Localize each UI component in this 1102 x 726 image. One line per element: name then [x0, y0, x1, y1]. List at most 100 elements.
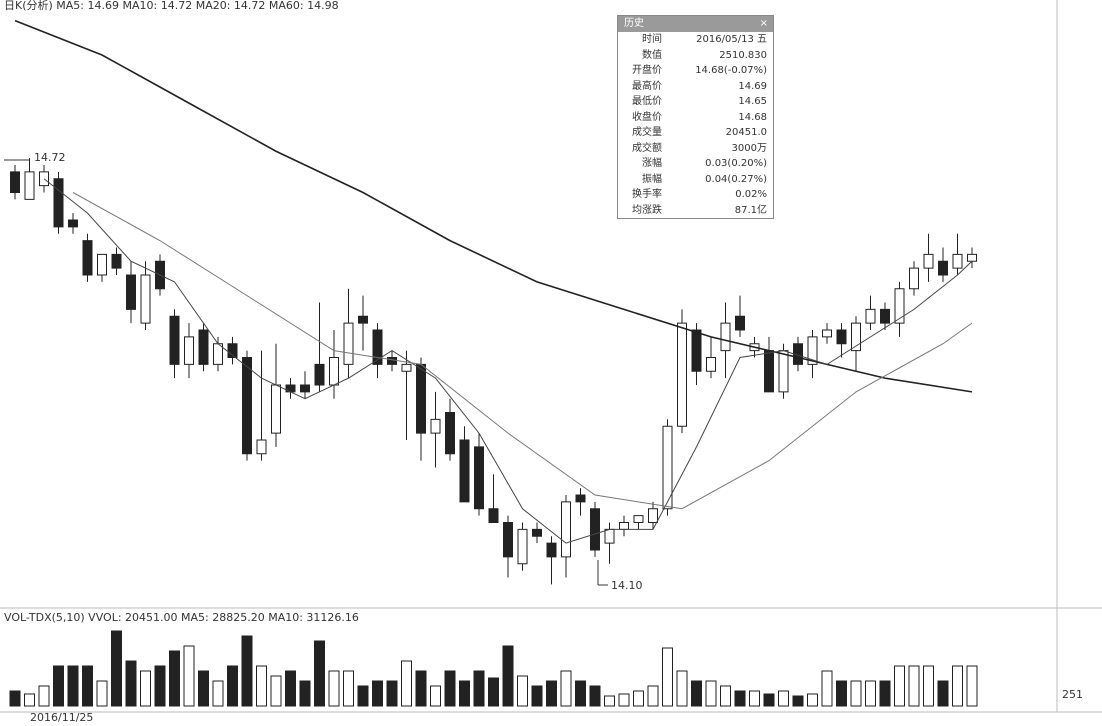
candle-body	[532, 528, 542, 537]
volume-bar	[270, 675, 282, 707]
volume-bar	[517, 675, 528, 707]
volume-bar	[154, 665, 166, 707]
volume-axis-label: 251	[1062, 688, 1083, 701]
candle-body	[474, 446, 484, 510]
candle-body	[459, 439, 470, 503]
volume-bar	[531, 685, 543, 707]
info-row: 涨幅 0.03(0.20%)	[618, 156, 773, 172]
moving-average-line	[43, 178, 973, 544]
volume-bar	[212, 680, 224, 707]
volume-bar	[415, 670, 427, 707]
info-key: 涨幅	[642, 158, 662, 169]
info-value: 2510.830	[719, 49, 767, 61]
candle-body	[387, 357, 397, 365]
candle-body	[590, 508, 600, 551]
info-row: 最高价 14.69	[618, 79, 773, 95]
volume-bar	[676, 670, 688, 707]
volume-bar	[488, 677, 499, 707]
info-key: 数值	[642, 49, 662, 61]
candle-body	[53, 178, 64, 228]
volume-bar	[865, 680, 876, 707]
volume-bar	[879, 680, 891, 707]
close-button[interactable]: ×	[759, 18, 768, 29]
volume-bar	[24, 693, 35, 707]
volume-bar	[444, 670, 456, 707]
volume-bar	[459, 680, 470, 707]
info-key: 时间	[642, 34, 662, 45]
candle-body	[880, 308, 890, 324]
volume-bar	[705, 680, 717, 707]
candle-body	[909, 267, 919, 290]
info-header: 历史 ×	[618, 16, 773, 32]
candle-body	[938, 260, 948, 276]
candle-body	[140, 274, 151, 324]
info-row: 开盘价 14.68(-0.07%)	[618, 63, 773, 79]
volume-bar	[140, 670, 151, 707]
info-row: 数值 2510.830	[618, 48, 773, 64]
volume-bar	[836, 680, 847, 707]
info-row: 成交量 20451.0	[618, 125, 773, 141]
info-value: 3000万	[731, 142, 767, 154]
candle-body	[184, 336, 194, 365]
info-row: 均涨跌 87.1亿	[618, 203, 773, 219]
info-title: 历史	[624, 18, 644, 29]
candle-body	[126, 274, 136, 310]
candle-body	[633, 515, 644, 523]
info-value: 20451.0	[725, 127, 767, 138]
volume-bar	[96, 680, 108, 707]
volume-bar	[38, 685, 50, 707]
candle-body	[488, 508, 499, 523]
volume-bar	[256, 665, 267, 707]
volume-bar	[807, 693, 818, 707]
moving-average-line	[72, 192, 973, 510]
volume-bar	[299, 680, 311, 707]
candle-body	[648, 508, 658, 523]
candle-body	[720, 322, 731, 352]
info-value: 0.04(0.27%)	[705, 173, 767, 185]
moving-average-line	[14, 19, 973, 393]
volume-bar	[792, 695, 804, 707]
candle-body	[561, 501, 571, 558]
volume-bar	[53, 665, 64, 707]
info-row: 换手率 0.02%	[618, 187, 773, 203]
candle-body	[735, 315, 745, 331]
candle-body	[256, 439, 267, 455]
volume-bar	[183, 645, 195, 707]
candle-body	[952, 253, 963, 269]
volume-bar	[285, 670, 296, 707]
info-value: 14.68	[738, 111, 767, 123]
volume-bar	[662, 647, 673, 707]
volume-bar	[604, 695, 615, 707]
volume-bar	[357, 685, 369, 707]
low-label: 14.10	[611, 579, 643, 592]
info-key: 收盘价	[632, 111, 662, 123]
info-row: 时间 2016/05/13 五	[618, 32, 773, 48]
info-value: 14.68(-0.07%)	[695, 65, 767, 76]
volume-bar	[720, 685, 731, 707]
volume-bar	[386, 680, 398, 707]
candle-body	[372, 329, 383, 365]
candle-body	[111, 253, 122, 269]
candle-body	[169, 315, 180, 365]
volume-bar	[589, 685, 601, 707]
candle-body	[575, 494, 586, 503]
candle-body	[851, 322, 861, 352]
volume-bar	[778, 690, 789, 707]
volume-bar	[575, 680, 586, 707]
info-key: 均涨跌	[632, 204, 662, 216]
volume-bar	[67, 665, 79, 707]
date-label: 2016/11/25	[30, 711, 93, 724]
volume-bar	[923, 665, 934, 707]
volume-bar	[850, 680, 862, 707]
candle-body	[662, 425, 673, 510]
price-legend: 日K(分析) MA5: 14.69 MA10: 14.72 MA20: 14.7…	[4, 0, 339, 12]
candle-body	[329, 357, 339, 386]
volume-bar	[546, 680, 557, 707]
info-key: 振幅	[642, 173, 662, 185]
volume-bar	[691, 680, 702, 707]
candle-body	[503, 522, 513, 558]
info-row: 收盘价 14.68	[618, 110, 773, 126]
info-key: 最高价	[632, 80, 662, 92]
info-row: 成交额 3000万	[618, 141, 773, 157]
